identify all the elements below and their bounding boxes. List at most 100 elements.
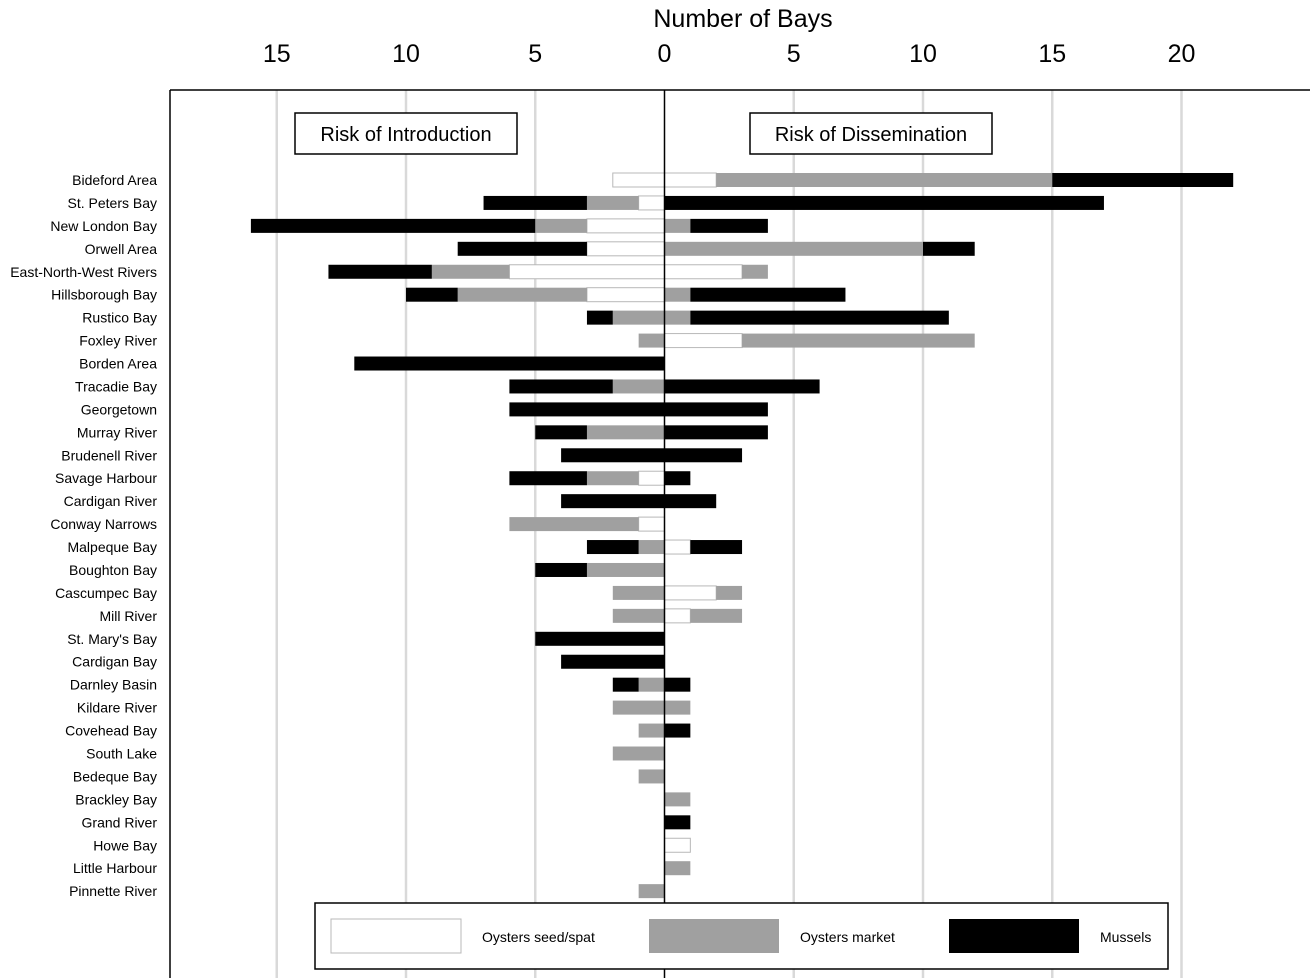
x-axis-ticks: 15 10 5 0 5 10 15 20: [263, 40, 1196, 68]
x-tick-label: 10: [392, 40, 420, 68]
bar-introduction-oyster-market: [638, 769, 665, 784]
bar-dissemination-mussels: [690, 540, 743, 555]
bar-introduction-mussels: [535, 562, 587, 577]
bay-label: Rustico Bay: [82, 310, 157, 326]
bar-dissemination-mussels: [664, 379, 820, 394]
bar-introduction-oyster-seed: [612, 172, 665, 188]
bay-label: Tracadie Bay: [75, 378, 157, 394]
bay-label: Mill River: [99, 608, 157, 624]
legend-swatch-mussels: [949, 919, 1079, 953]
bar-introduction-oyster-market: [586, 562, 665, 577]
x-tick-label: 0: [658, 40, 672, 68]
bar-dissemination-oyster-market: [664, 287, 691, 302]
legend-label-oyster-seed: Oysters seed/spat: [482, 929, 595, 945]
bar-introduction-oyster-market: [586, 471, 639, 486]
bar-introduction-oyster-market: [638, 540, 665, 555]
bar-introduction-oyster-market: [586, 425, 665, 440]
bar-dissemination-oyster-seed: [664, 172, 717, 188]
bar-introduction-mussels: [509, 402, 665, 417]
bay-label: Pinnette River: [69, 883, 157, 899]
annotation-introduction: Risk of Introduction: [294, 112, 518, 155]
bar-introduction-oyster-seed: [586, 241, 666, 257]
bay-label: Kildare River: [77, 700, 157, 716]
legend-swatch-oyster-market: [649, 919, 779, 953]
bar-introduction-mussels: [328, 264, 432, 279]
bar-introduction-oyster-seed: [638, 470, 666, 486]
bar-dissemination-mussels: [664, 471, 691, 486]
bar-introduction-oyster-market: [638, 333, 665, 348]
legend-label-oyster-market: Oysters market: [800, 929, 895, 945]
bar-introduction-mussels: [561, 494, 665, 509]
bay-label: Orwell Area: [85, 241, 158, 257]
bar-introduction-mussels: [483, 195, 587, 210]
x-tick-label: 15: [263, 40, 291, 68]
bar-introduction-oyster-market: [638, 723, 665, 738]
bar-introduction-mussels: [509, 379, 613, 394]
bay-label: St. Peters Bay: [68, 195, 157, 211]
bar-introduction-oyster-market: [612, 379, 665, 394]
bar-introduction-oyster-market: [612, 700, 665, 715]
bar-dissemination-oyster-seed: [664, 264, 743, 280]
bay-label: Bedeque Bay: [73, 768, 157, 784]
bay-label: Bideford Area: [72, 172, 157, 188]
legend-label-mussels: Mussels: [1100, 929, 1151, 945]
bar-dissemination-oyster-seed: [664, 585, 717, 601]
x-axis-title: Number of Bays: [653, 5, 832, 33]
bar-dissemination-oyster-market: [664, 700, 691, 715]
bar-dissemination-oyster-market: [690, 608, 743, 623]
bar-introduction-oyster-market: [638, 884, 665, 899]
annotation-dissemination-box: [749, 112, 993, 155]
bar-dissemination-mussels: [664, 425, 768, 440]
annotation-introduction-box: [294, 112, 518, 155]
bar-introduction-oyster-market: [457, 287, 587, 302]
bar-introduction-oyster-market: [431, 264, 510, 279]
x-tick-label: 20: [1168, 40, 1196, 68]
bay-label: Hillsborough Bay: [51, 287, 157, 303]
bars: [250, 172, 1234, 899]
bay-label: Malpeque Bay: [67, 539, 157, 555]
bay-label: Little Harbour: [73, 860, 157, 876]
x-tick-label: 10: [909, 40, 937, 68]
bar-dissemination-oyster-market: [664, 241, 923, 256]
bar-introduction-mussels: [535, 425, 587, 440]
bay-label: St. Mary's Bay: [67, 631, 157, 647]
bay-label: Darnley Basin: [70, 677, 157, 693]
bay-label: East-North-West Rivers: [10, 264, 157, 280]
bay-label: Covehead Bay: [65, 723, 157, 739]
bar-introduction-mussels: [509, 471, 587, 486]
bar-introduction-oyster-market: [638, 677, 665, 692]
legend-swatch-oyster-seed: [330, 918, 462, 954]
bay-label: Murray River: [77, 424, 157, 440]
bar-dissemination-mussels: [690, 287, 846, 302]
bay-label: Howe Bay: [93, 837, 157, 853]
bar-dissemination-oyster-market: [716, 173, 1053, 187]
bay-label: Borden Area: [79, 356, 157, 372]
bar-introduction-mussels: [250, 218, 536, 233]
bar-introduction-oyster-market: [612, 310, 665, 325]
bar-dissemination-oyster-market: [716, 585, 743, 600]
annotation-introduction-text: Risk of Introduction: [320, 124, 491, 146]
bar-introduction-mussels: [612, 677, 639, 692]
bay-label: Brudenell River: [61, 447, 157, 463]
bar-dissemination-oyster-market: [742, 333, 975, 348]
bar-dissemination-mussels: [664, 815, 691, 830]
bay-label: Cardigan River: [64, 493, 158, 509]
annotation-dissemination-text: Risk of Dissemination: [775, 124, 967, 146]
bar-introduction-oyster-market: [586, 195, 639, 210]
x-tick-label: 15: [1038, 40, 1066, 68]
bar-introduction-mussels: [406, 287, 458, 302]
bay-label: Cardigan Bay: [72, 654, 157, 670]
bar-dissemination-oyster-market: [664, 310, 691, 325]
bar-introduction-mussels: [561, 448, 665, 463]
bar-introduction-mussels: [561, 654, 665, 669]
x-tick-label: 5: [787, 40, 801, 68]
bar-dissemination-mussels: [664, 723, 691, 738]
bar-dissemination-oyster-seed: [664, 333, 743, 349]
bar-dissemination-mussels: [664, 448, 743, 463]
bar-introduction-oyster-market: [535, 218, 587, 233]
bay-label: Savage Harbour: [55, 470, 157, 486]
legend: Oysters seed/spat Oysters market Mussels: [314, 902, 1169, 970]
bay-label: New London Bay: [50, 218, 157, 234]
bar-dissemination-mussels: [664, 677, 691, 692]
